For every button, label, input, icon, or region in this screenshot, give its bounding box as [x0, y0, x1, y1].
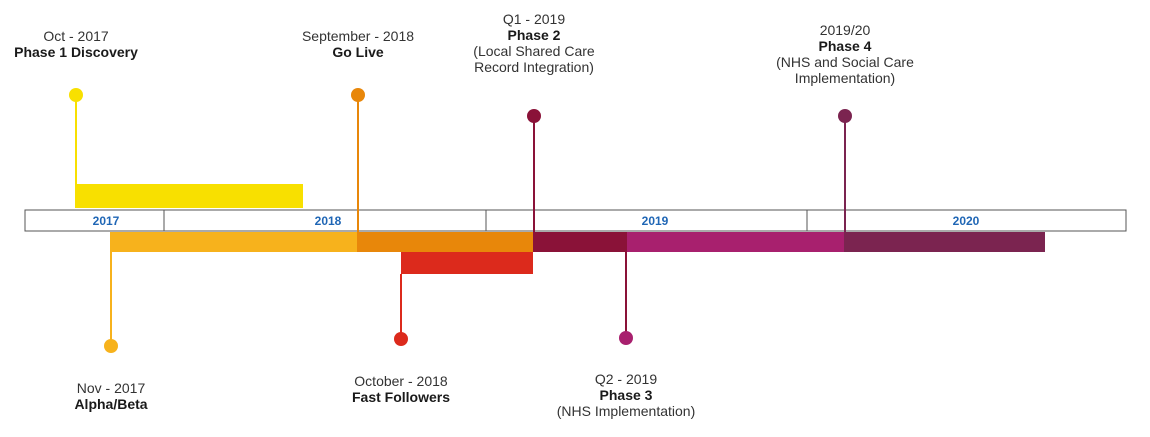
golive-pin-dot [351, 88, 365, 102]
phase1-pin-dot [69, 88, 83, 102]
year-label-2020: 2020 [953, 214, 980, 228]
phase4-bar [844, 232, 1045, 252]
phase4-detail-line1: (NHS and Social Care [776, 54, 914, 70]
year-axis [24, 209, 1127, 232]
phase2-label: Q1 - 2019 Phase 2 (Local Shared Care Rec… [473, 11, 594, 75]
fastfollowers-pin-dot [394, 332, 408, 346]
alphabeta-label: Nov - 2017 Alpha/Beta [74, 380, 147, 412]
phase3-title: Phase 3 [599, 387, 653, 403]
alphabeta-pin-dot [104, 339, 118, 353]
fastfollowers-label: October - 2018 Fast Followers [352, 373, 450, 405]
phase1-discovery-bar [75, 184, 303, 208]
fast-followers-bar [401, 252, 533, 274]
phase4-date: 2019/20 [819, 22, 871, 38]
phase1-title: Phase 1 Discovery [14, 44, 138, 60]
phase2-detail-line2: Record Integration) [474, 59, 594, 75]
fastfollowers-title: Fast Followers [351, 389, 451, 405]
golive-label: September - 2018 Go Live [302, 28, 414, 60]
phase4-title: Phase 4 [818, 38, 872, 54]
year-label-2018: 2018 [315, 214, 342, 228]
phase1-label: Oct - 2017 Phase 1 Discovery [14, 28, 138, 60]
fastfollowers-date: October - 2018 [354, 373, 448, 389]
phase2-detail-line1: (Local Shared Care [473, 43, 595, 59]
phase4-pin-dot [838, 109, 852, 123]
phase4-label: 2019/20 Phase 4 (NHS and Social Care Imp… [776, 22, 914, 86]
phase2-bar [533, 232, 627, 252]
go-live-bar [357, 232, 535, 252]
phase3-pin-dot [619, 331, 633, 345]
alpha-beta-bar [110, 232, 358, 252]
phase2-title: Phase 2 [507, 27, 561, 43]
alphabeta-title: Alpha/Beta [74, 396, 148, 412]
phase3-detail-line1: (NHS Implementation) [556, 403, 696, 419]
alphabeta-date: Nov - 2017 [76, 380, 146, 396]
golive-title: Go Live [332, 44, 384, 60]
year-label-2019: 2019 [642, 214, 669, 228]
phase3-label: Q2 - 2019 Phase 3 (NHS Implementation) [557, 371, 696, 419]
year-label-2017: 2017 [93, 214, 120, 228]
phase2-date: Q1 - 2019 [502, 11, 566, 27]
phase3-date: Q2 - 2019 [594, 371, 658, 387]
phase2-pin-dot [527, 109, 541, 123]
phase3-bar [627, 232, 845, 252]
phase1-date: Oct - 2017 [43, 28, 109, 44]
golive-date: September - 2018 [301, 28, 415, 44]
phase4-detail-line2: Implementation) [794, 70, 896, 86]
